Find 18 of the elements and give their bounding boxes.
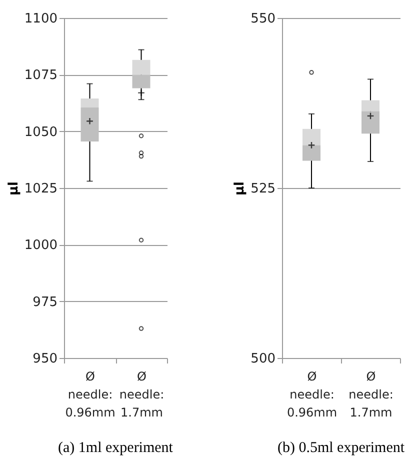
x-tick-label: Ø needle: 1.7mm [348,370,394,420]
y-tick-label: 500 [250,352,276,366]
y-axis-title: µl [232,181,248,196]
y-tick-label: 550 [250,12,276,26]
y-tick-label: 525 [250,182,276,196]
y-axis-title: µl [6,181,22,196]
y-tick-label: 1050 [24,124,58,140]
y-tick-label: 1000 [24,238,58,254]
text: (a) 1ml experiment [58,440,174,456]
x-tick-label: Ø needle: 0.96mm [65,370,116,420]
x-tick-label: Ø needle: 1.7mm [119,370,164,420]
y-tick-label: 1025 [24,182,58,196]
y-tick-label: 975 [32,294,58,310]
x-tick-label: Ø needle: 0.96mm [286,370,338,420]
y-tick-label: 1075 [24,68,58,84]
text: (b) 0.5ml experiment [277,440,406,456]
y-tick-label: 950 [32,352,58,366]
y-tick-label: 1100 [24,12,58,26]
